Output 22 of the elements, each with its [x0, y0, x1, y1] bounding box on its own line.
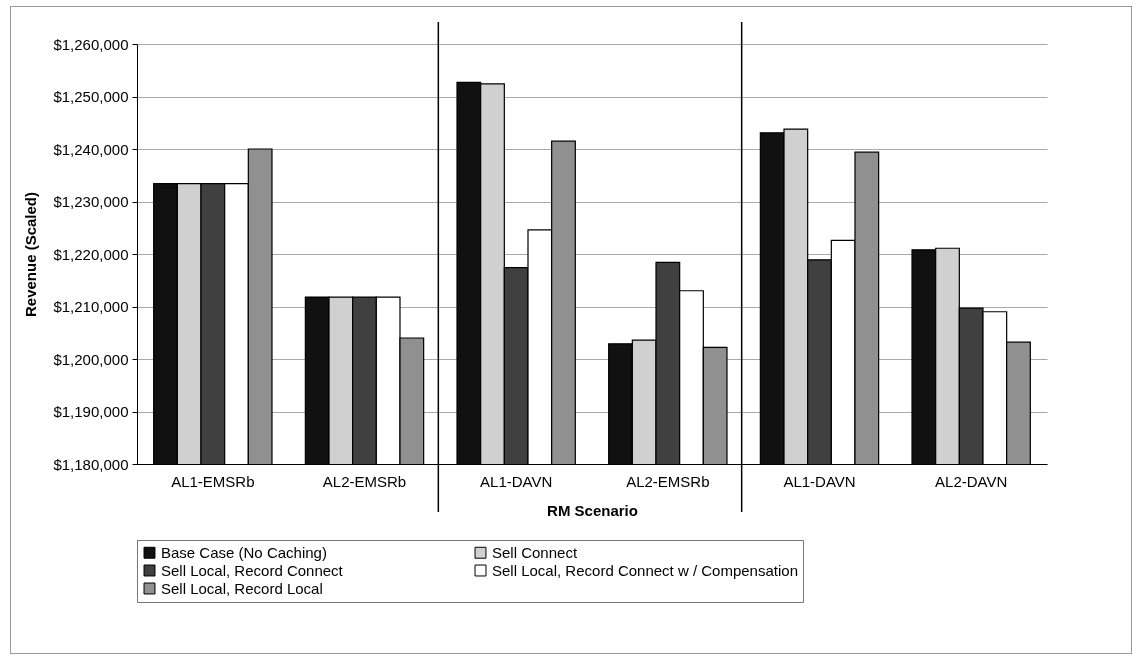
y-tick-label: $1,200,000: [53, 350, 129, 368]
y-tick-label: $1,230,000: [53, 193, 129, 210]
x-tick-label: AL1-DAVN: [783, 472, 856, 490]
y-tick-label: $1,240,000: [53, 140, 129, 158]
y-tick-label: $1,190,000: [53, 403, 129, 420]
y-tick-label: $1,250,000: [53, 88, 129, 105]
x-axis-title: RM Scenario: [547, 501, 638, 519]
legend-label: Sell Local, Record Connect: [161, 561, 344, 579]
x-tick-label: AL2-DAVN: [935, 472, 1008, 490]
x-tick-label: AL2-EMSRb: [322, 472, 407, 490]
x-tick-label: AL1-EMSRb: [171, 472, 255, 490]
legend-label: Sell Local, Record Local: [161, 579, 323, 597]
y-tick-label: $1,180,000: [53, 455, 129, 473]
legend-label: Sell Local, Record Connect w / Compensation: [492, 561, 798, 579]
y-tick-label: $1,220,000: [53, 245, 129, 263]
y-tick-label: $1,260,000: [53, 35, 129, 53]
y-axis-title: Revenue (Scaled): [22, 191, 40, 318]
legend-label: Base Case (No Caching): [161, 543, 327, 561]
legend-label: Sell Connect: [492, 543, 578, 561]
x-tick-label: AL2-EMSRb: [626, 472, 710, 490]
y-tick-label: $1,210,000: [53, 298, 129, 315]
x-tick-label: AL1-DAVN: [480, 472, 553, 490]
